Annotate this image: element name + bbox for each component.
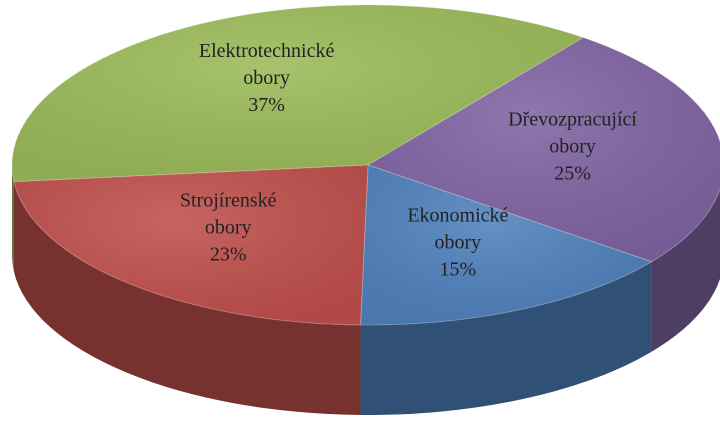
pie-shine	[360, 165, 652, 325]
slice-label: Strojírenské obory	[180, 189, 277, 238]
slice-value-label: 25%	[554, 162, 591, 184]
pie-shine	[368, 37, 720, 262]
slice-label: Elektrotechnické obory	[199, 40, 335, 89]
slice-label-line: Elektrotechnické	[199, 40, 335, 62]
slice-label: Ekonomické obory	[407, 205, 508, 254]
pie-shine	[13, 165, 369, 325]
slice-label-line: obory	[549, 135, 596, 157]
pie-side	[13, 181, 361, 415]
slice-label-line: Dřevozpracující	[508, 108, 637, 130]
pie-shine	[12, 4, 584, 182]
slice-label-line: obory	[205, 216, 252, 238]
slice-label-line: obory	[435, 232, 482, 254]
pie-labels: Elektrotechnické obory 37% Dřevozpracující o…	[180, 40, 638, 280]
pie-sides	[12, 165, 720, 415]
slice-value-label: 15%	[440, 259, 477, 281]
slice-label-line: obory	[243, 67, 290, 89]
slice-label: Dřevozpracující obory	[508, 108, 637, 157]
pie-side	[12, 165, 14, 272]
pie-side	[360, 261, 652, 415]
slice-label-line: Strojírenské	[180, 189, 277, 211]
slice-value-label: 37%	[248, 94, 285, 116]
pie-tops	[11, 4, 720, 326]
slice-label-line: Ekonomické	[407, 205, 508, 227]
pie-side	[651, 188, 720, 352]
slice-value-label: 23%	[210, 243, 247, 265]
